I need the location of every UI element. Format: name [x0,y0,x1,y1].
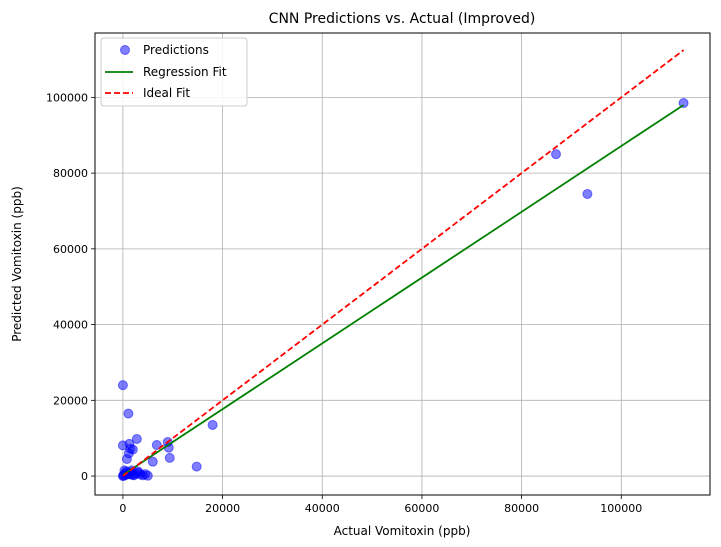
prediction-point [164,452,175,463]
prediction-point [142,470,153,481]
prediction-point [151,440,162,451]
prediction-point [551,149,562,160]
y-tick-label: 60000 [53,243,88,256]
prediction-point [191,461,202,472]
prediction-point [582,188,593,199]
x-tick-label: 80000 [504,502,539,515]
legend-regression-label: Regression Fit [143,65,227,79]
y-axis-label: Predicted Vomitoxin (ppb) [10,186,24,342]
prediction-point [127,444,138,455]
y-tick-label: 80000 [53,167,88,180]
legend-predictions-marker [120,45,130,55]
prediction-point [121,454,132,465]
y-tick-label: 100000 [46,91,88,104]
prediction-point [123,408,134,419]
prediction-point [133,467,144,478]
x-tick-label: 60000 [404,502,439,515]
ideal-fit-line [122,49,685,477]
legend: Predictions Regression Fit Ideal Fit [100,37,248,107]
prediction-point [147,456,158,467]
y-tick-label: 20000 [53,394,88,407]
prediction-point [131,433,142,444]
x-axis-label: Actual Vomitoxin (ppb) [334,524,471,538]
prediction-point [207,419,218,430]
prediction-point [117,380,128,391]
x-tick-label: 40000 [305,502,340,515]
x-tick-label: 100000 [600,502,642,515]
y-tick-label: 40000 [53,319,88,332]
series-layer [117,49,689,482]
y-axis-ticks: 0 20000 40000 60000 80000 100000 [46,91,95,483]
x-axis-ticks: 0 20000 40000 60000 80000 100000 [119,495,642,515]
prediction-point [678,98,689,109]
x-tick-label: 20000 [205,502,240,515]
legend-predictions-label: Predictions [143,43,209,57]
plot-frame [94,32,711,496]
legend-ideal-label: Ideal Fit [143,86,190,100]
x-tick-label: 0 [119,502,126,515]
legend-box [100,37,248,107]
regression-fit-line [122,104,685,476]
chart-title: CNN Predictions vs. Actual (Improved) [269,11,536,27]
y-tick-label: 0 [81,470,88,483]
